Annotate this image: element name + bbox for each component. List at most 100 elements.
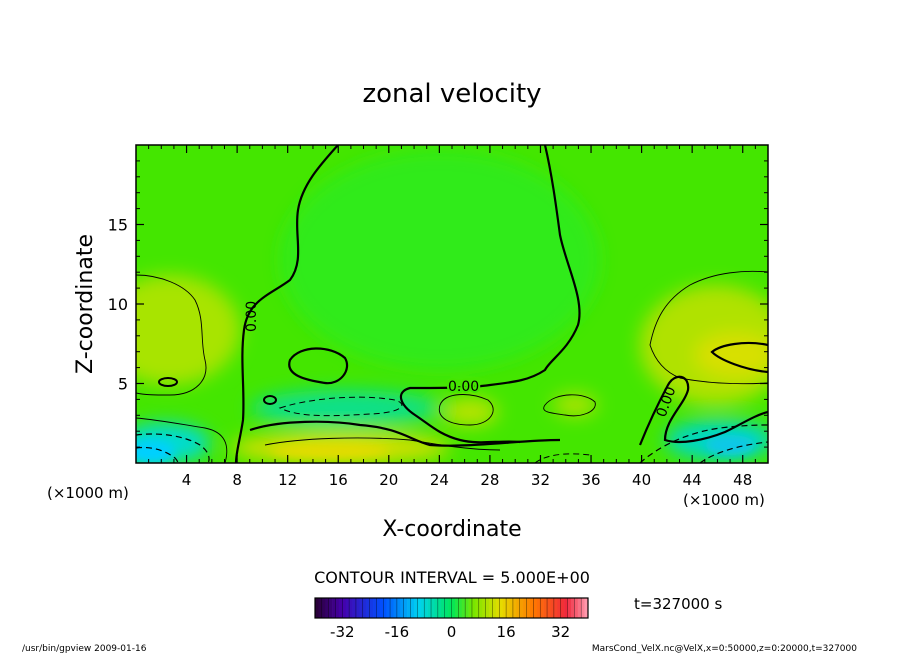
- colorbar-cell: [437, 598, 442, 618]
- contour-labels: 0.00 0.00 0.00: [244, 301, 679, 420]
- colorbar-cell: [441, 598, 445, 618]
- contour-thin-lower: [264, 437, 501, 451]
- colorbar-cell: [489, 598, 493, 618]
- colorbar-tick-label: 0: [447, 623, 457, 641]
- colorbar-cell: [523, 598, 527, 618]
- contour-small-mid: [263, 395, 277, 405]
- colorbar-cell: [410, 598, 415, 618]
- contour-dash-west-2: [136, 446, 179, 463]
- colorbar-cell: [434, 598, 439, 618]
- zero-contour-blob: [288, 347, 349, 385]
- colorbar-cell: [321, 598, 326, 618]
- footer-left: /usr/bin/gpview 2009-01-16: [22, 644, 147, 654]
- colorbar-cell: [526, 598, 531, 618]
- colorbar-cell: [516, 598, 521, 618]
- contour-thin-blob-b: [543, 394, 596, 417]
- colorbar-ticks: -32 -16 0 16 32: [330, 623, 570, 641]
- colorbar-cell: [424, 598, 428, 618]
- colorbar-cell: [495, 598, 500, 618]
- colorbar-cell: [584, 598, 589, 618]
- shading-layer: [136, 150, 768, 463]
- chart-title: zonal velocity: [362, 79, 541, 109]
- colorbar-cell: [427, 598, 432, 618]
- colorbar-cell: [574, 598, 579, 618]
- colorbar-cell: [345, 598, 350, 618]
- contour-label-west: 0.00: [244, 301, 260, 332]
- colorbar-cell: [540, 598, 544, 618]
- colorbar-cell: [465, 598, 469, 618]
- x-tick-label: 32: [531, 471, 550, 489]
- colorbar-cell: [332, 598, 336, 618]
- colorbar-cell: [448, 598, 452, 618]
- colorbar-cell: [564, 598, 568, 618]
- colorbar-cell: [461, 598, 466, 618]
- contour-dash-east: [639, 424, 768, 463]
- colorbar-cell: [328, 598, 333, 618]
- colorbar-cell: [478, 598, 483, 618]
- x-tick-label: 16: [329, 471, 348, 489]
- colorbar-cell: [509, 598, 514, 618]
- contour-small-west: [158, 377, 178, 387]
- colorbar-tick-label: -16: [385, 623, 410, 641]
- colorbar-cell: [393, 598, 398, 618]
- colorbar-cell: [512, 598, 517, 618]
- contour-dash-west: [136, 433, 210, 463]
- colorbar-cell: [403, 598, 408, 618]
- contour-thin-west-sfc: [136, 417, 228, 463]
- contour-dash-mid: [534, 453, 591, 463]
- colorbar-cell: [315, 598, 319, 618]
- colorbar-cell: [547, 598, 551, 618]
- colorbar-cell: [567, 598, 572, 618]
- colorbar-cell: [417, 598, 422, 618]
- colorbar-cell: [577, 598, 582, 618]
- colorbar-cell: [581, 598, 585, 618]
- colorbar-cell: [386, 598, 391, 618]
- colorbar-cell: [458, 598, 463, 618]
- colorbar-cell: [318, 598, 323, 618]
- colorbar-cell: [342, 598, 347, 618]
- x-tick-label: 24: [430, 471, 449, 489]
- colorbar: [314, 597, 589, 619]
- colorbar-cell: [485, 598, 490, 618]
- colorbar-cell: [506, 598, 510, 618]
- colorbar-cell: [355, 598, 360, 618]
- y-tick-label: 5: [118, 375, 128, 394]
- time-label: t=327000 s: [634, 595, 722, 613]
- colorbar-frame: [314, 597, 589, 619]
- colorbar-cell: [390, 598, 394, 618]
- colorbar-cell: [325, 598, 329, 618]
- y-axis-label: Z-coordinate: [73, 234, 98, 374]
- colorbar-cell: [451, 598, 456, 618]
- colorbar-cell: [373, 598, 377, 618]
- contour-thin-blob-a: [438, 394, 494, 426]
- colorbar-cell: [431, 598, 435, 618]
- x-tick-label: 20: [379, 471, 398, 489]
- contour-label-mid: 0.00: [448, 379, 479, 395]
- y-tick-label: 15: [108, 216, 128, 235]
- colorbar-cell: [570, 598, 575, 618]
- colorbar-cell: [492, 598, 497, 618]
- colorbar-tick-label: 16: [497, 623, 516, 641]
- colorbar-cell: [444, 598, 449, 618]
- colorbar-cell: [359, 598, 364, 618]
- colorbar-cell: [352, 598, 357, 618]
- colorbar-cell: [533, 598, 538, 618]
- x-tick-label: 8: [232, 471, 242, 489]
- colorbar-cell: [471, 598, 476, 618]
- colorbar-cell: [413, 598, 418, 618]
- x-tick-label: 12: [278, 471, 297, 489]
- colorbar-cell: [519, 598, 524, 618]
- colorbar-cell: [454, 598, 459, 618]
- x-axis-unit-left: (×1000 m): [47, 484, 129, 502]
- colorbar-cell: [383, 598, 387, 618]
- colorbar-cell: [529, 598, 534, 618]
- colorbar-cell: [560, 598, 565, 618]
- contour-thin-west: [136, 274, 207, 396]
- contour-thin-east: [649, 270, 768, 385]
- contour-dash-jet: [278, 396, 403, 417]
- x-tick-label: 28: [480, 471, 499, 489]
- x-tick-label: 4: [182, 471, 192, 489]
- x-axis-unit-right: (×1000 m): [683, 491, 765, 509]
- x-axis: 4 8 12 16 20 24 28 32 36 40 44 48: [148, 145, 756, 489]
